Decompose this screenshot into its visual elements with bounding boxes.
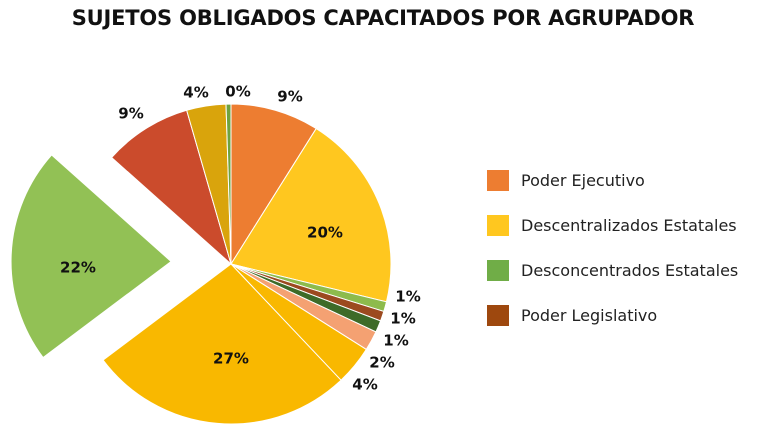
legend-label: Desconcentrados Estatales bbox=[521, 261, 739, 280]
legend-swatch bbox=[487, 260, 509, 281]
slice-label: 22% bbox=[60, 259, 96, 277]
slice-label: 0% bbox=[225, 83, 250, 101]
legend-label: Poder Legislativo bbox=[521, 306, 658, 325]
legend-swatch bbox=[487, 215, 509, 236]
slice-label: 9% bbox=[277, 88, 302, 106]
pie-slice bbox=[102, 263, 342, 425]
legend-label: Poder Ejecutivo bbox=[521, 171, 645, 190]
slice-label: 2% bbox=[369, 354, 394, 372]
legend-item: Desconcentrados Estatales bbox=[487, 260, 738, 281]
pie-slice bbox=[225, 103, 232, 265]
chart-legend: Poder Ejecutivo Descentralizados Estatale… bbox=[487, 170, 738, 350]
pie-slice bbox=[230, 103, 317, 266]
slice-label: 1% bbox=[395, 288, 420, 306]
pie-slice bbox=[10, 154, 172, 359]
pie-slice bbox=[230, 127, 392, 303]
legend-label: Descentralizados Estatales bbox=[521, 216, 737, 235]
slice-label: 1% bbox=[383, 332, 408, 350]
legend-swatch bbox=[487, 305, 509, 326]
slice-label: 9% bbox=[118, 105, 143, 123]
slice-label: 20% bbox=[307, 224, 343, 242]
slice-label: 4% bbox=[183, 84, 208, 102]
legend-item: Poder Ejecutivo bbox=[487, 170, 738, 191]
legend-item: Descentralizados Estatales bbox=[487, 215, 738, 236]
legend-swatch bbox=[487, 170, 509, 191]
slice-label: 4% bbox=[352, 376, 377, 394]
pie-slice bbox=[110, 109, 232, 266]
legend-item: Poder Legislativo bbox=[487, 305, 738, 326]
slice-label: 27% bbox=[213, 350, 249, 368]
slice-label: 1% bbox=[390, 310, 415, 328]
chart-title: SUJETOS OBLIGADOS CAPACITADOS POR AGRUPA… bbox=[71, 6, 695, 30]
